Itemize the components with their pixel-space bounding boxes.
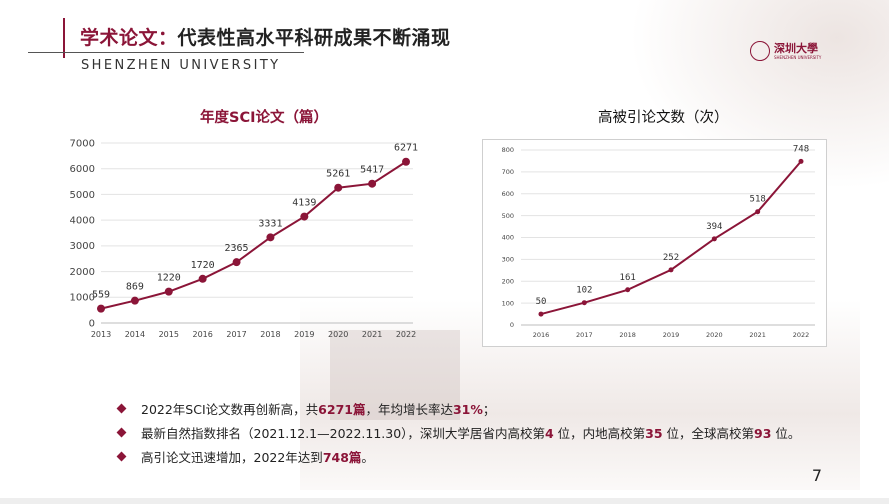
y-tick-label: 6000 [70, 164, 95, 175]
x-tick-label: 2018 [260, 330, 280, 339]
bullet-item: 最新自然指数排名（2021.12.1—2022.11.30），深圳大学居省内高校… [116, 420, 801, 444]
data-label: 559 [92, 290, 110, 301]
data-point [402, 157, 410, 166]
data-label: 4139 [292, 198, 316, 209]
x-tick-label: 2017 [576, 331, 593, 339]
y-tick-label: 1000 [70, 293, 95, 304]
university-seal-icon [750, 41, 770, 61]
x-tick-label: 2021 [362, 330, 382, 339]
data-point [668, 267, 674, 273]
x-tick-label: 2021 [749, 331, 766, 339]
data-point [538, 311, 544, 317]
x-tick-label: 2018 [619, 331, 636, 339]
sci-chart-title: 年度SCI论文（篇） [200, 110, 328, 126]
x-tick-label: 2016 [533, 331, 550, 339]
y-tick-label: 0 [89, 318, 95, 329]
data-point [625, 287, 631, 293]
x-tick-label: 2019 [663, 331, 680, 339]
y-tick-label: 7000 [70, 138, 95, 149]
data-point [198, 274, 207, 283]
data-label: 394 [706, 222, 722, 232]
data-label: 3331 [258, 218, 282, 229]
data-label: 102 [576, 286, 592, 296]
data-point [755, 209, 761, 215]
data-label: 869 [126, 282, 144, 293]
page-number: 7 [811, 466, 822, 485]
bullet-item: 高引论文迅速增加，2022年达到748篇。 [116, 444, 800, 468]
logo-english-text: SHENZHEN UNIVERSITY [774, 54, 822, 60]
series-line [100, 160, 407, 310]
y-tick-label: 4000 [70, 215, 95, 226]
citation-chart-title: 高被引论文数（次） [598, 110, 729, 126]
slide-title-rest: 代表性高水平科研成果不断涌现 [177, 27, 451, 49]
x-tick-label: 2020 [328, 330, 348, 339]
data-label: 161 [620, 273, 636, 283]
title-accent-bar [63, 18, 65, 58]
title-divider [28, 52, 304, 53]
data-point [130, 296, 139, 305]
slide-title-highlight: 学术论文： [80, 27, 178, 49]
x-tick-label: 2020 [706, 331, 723, 339]
data-point [581, 300, 587, 306]
data-label: 6271 [394, 143, 418, 154]
data-label: 252 [663, 253, 679, 263]
y-tick-label: 400 [502, 234, 514, 242]
y-tick-label: 5000 [70, 190, 95, 201]
diamond-bullet-icon [116, 403, 127, 413]
y-tick-label: 500 [502, 212, 514, 220]
y-tick-label: 2000 [70, 267, 95, 278]
y-tick-label: 200 [502, 277, 514, 285]
x-tick-label: 2022 [793, 331, 810, 339]
summary-bullets: 2022年SCI论文数再创新高，共6271篇，年均增长率达31%； 最新自然指数… [116, 396, 801, 468]
y-tick-label: 800 [502, 146, 514, 154]
data-point [300, 212, 309, 221]
building-watermark [330, 330, 460, 420]
data-label: 50 [536, 297, 547, 307]
bullet-text: 2022年SCI论文数再创新高，共6271篇，年均增长率达31%； [141, 401, 496, 417]
y-tick-label: 700 [502, 168, 514, 176]
data-label: 748 [793, 144, 809, 154]
x-tick-label: 2013 [91, 330, 111, 339]
data-label: 1220 [157, 273, 181, 284]
x-tick-label: 2014 [125, 330, 145, 339]
data-point [266, 233, 275, 242]
y-tick-label: 100 [502, 299, 514, 307]
diamond-bullet-icon [116, 427, 127, 437]
bullet-text: 最新自然指数排名（2021.12.1—2022.11.30），深圳大学居省内高校… [141, 425, 801, 441]
data-label: 2365 [225, 243, 249, 254]
y-tick-label: 0 [510, 321, 514, 329]
data-label: 518 [750, 195, 766, 205]
logo-chinese-text: 深圳大學 [774, 41, 818, 55]
data-point [232, 258, 241, 267]
bullet-item: 2022年SCI论文数再创新高，共6271篇，年均增长率达31%； [116, 396, 800, 420]
y-tick-label: 600 [502, 190, 514, 198]
data-point [97, 304, 105, 313]
data-point [164, 287, 173, 296]
university-name-en: SHENZHEN UNIVERSITY [81, 58, 281, 73]
x-tick-label: 2022 [396, 330, 416, 339]
data-label: 5417 [360, 165, 384, 176]
y-tick-label: 300 [502, 256, 514, 264]
diamond-bullet-icon [116, 451, 127, 461]
data-label: 5261 [326, 169, 350, 180]
data-point [798, 158, 804, 164]
bullet-text: 高引论文迅速增加，2022年达到748篇。 [141, 449, 374, 465]
university-logo: 深圳大學 SHENZHEN UNIVERSITY [750, 38, 830, 64]
x-tick-label: 2015 [159, 330, 179, 339]
bottom-strip [0, 498, 889, 504]
data-label: 1720 [191, 260, 215, 271]
y-tick-label: 3000 [70, 241, 95, 252]
data-point [711, 236, 717, 242]
data-point [368, 179, 377, 188]
slide-title: 学术论文：代表性高水平科研成果不断涌现 [80, 23, 451, 50]
data-point [334, 183, 343, 192]
x-tick-label: 2016 [192, 330, 212, 339]
x-tick-label: 2019 [294, 330, 314, 339]
x-tick-label: 2017 [226, 330, 246, 339]
